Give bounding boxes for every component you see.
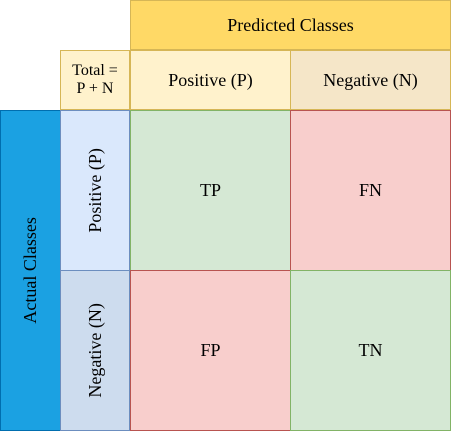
actual-positive-label: Positive (P) xyxy=(84,148,105,233)
predicted-positive-label: Positive (P) xyxy=(168,69,253,90)
total-label-line1: Total = xyxy=(72,61,118,79)
predicted-negative-header: Negative (N) xyxy=(290,50,451,110)
predicted-classes-header: Predicted Classes xyxy=(130,0,451,50)
actual-classes-label: Actual Classes xyxy=(20,217,41,324)
total-label: Total = P + N xyxy=(72,62,118,99)
false-negative-cell: FN xyxy=(290,110,451,271)
total-cell: Total = P + N xyxy=(60,50,130,110)
actual-classes-header: Actual Classes xyxy=(0,110,61,431)
true-positive-cell: TP xyxy=(130,110,291,271)
true-negative-cell: TN xyxy=(290,270,451,431)
predicted-classes-label: Predicted Classes xyxy=(227,14,354,35)
false-negative-label: FN xyxy=(358,180,382,201)
false-positive-label: FP xyxy=(200,340,221,361)
true-negative-label: TN xyxy=(358,340,383,361)
false-positive-cell: FP xyxy=(130,270,291,431)
actual-negative-label: Negative (N) xyxy=(84,303,105,398)
predicted-positive-header: Positive (P) xyxy=(130,50,291,110)
true-positive-label: TP xyxy=(199,180,221,201)
total-label-line2: P + N xyxy=(76,80,114,97)
actual-positive-header: Positive (P) xyxy=(60,110,130,271)
actual-negative-header: Negative (N) xyxy=(60,270,130,431)
predicted-negative-label: Negative (N) xyxy=(323,69,418,90)
